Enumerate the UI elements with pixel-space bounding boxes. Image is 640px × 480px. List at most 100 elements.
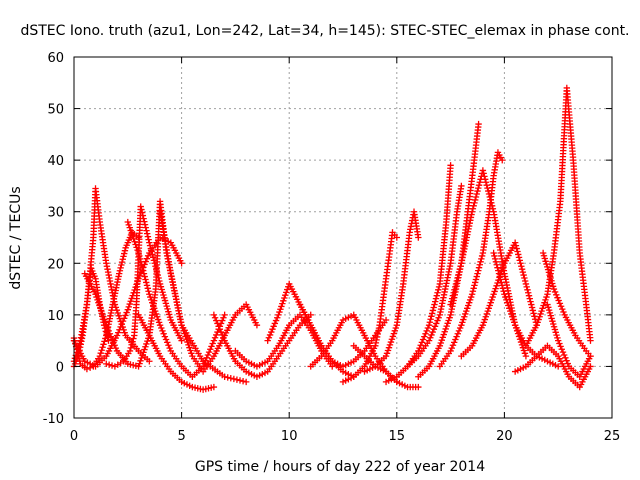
data-point xyxy=(208,343,215,350)
data-point xyxy=(453,333,460,340)
data-point xyxy=(143,340,150,348)
data-point xyxy=(499,285,507,292)
data-point xyxy=(515,251,522,258)
data-point xyxy=(482,179,490,186)
data-point xyxy=(141,218,148,225)
data-point xyxy=(129,232,136,240)
data-point xyxy=(221,311,228,319)
data-point xyxy=(438,336,445,344)
data-point xyxy=(499,265,506,273)
data-point xyxy=(527,298,534,305)
data-point xyxy=(525,292,533,299)
data-point xyxy=(562,354,569,362)
data-point xyxy=(105,337,112,344)
data-point xyxy=(460,316,467,323)
data-point xyxy=(484,184,491,192)
data-point xyxy=(467,293,475,301)
data-point xyxy=(207,346,214,353)
data-point xyxy=(447,347,454,355)
data-point xyxy=(481,176,489,183)
data-point xyxy=(150,302,157,309)
data-point xyxy=(526,295,533,302)
data-point xyxy=(540,302,547,309)
data-point xyxy=(468,291,476,298)
data-point xyxy=(142,224,149,231)
y-tick-label: 20 xyxy=(47,257,64,272)
data-point xyxy=(127,298,134,305)
data-point xyxy=(452,280,460,288)
data-point xyxy=(489,205,497,212)
data-point xyxy=(538,307,545,315)
data-point xyxy=(415,234,422,241)
data-point xyxy=(587,352,594,360)
data-point xyxy=(101,316,108,323)
data-point xyxy=(529,307,537,314)
data-point xyxy=(469,288,477,295)
data-point xyxy=(105,361,113,368)
data-point xyxy=(270,323,277,330)
y-tick-label: 50 xyxy=(47,103,64,118)
data-point xyxy=(211,314,219,321)
data-point xyxy=(154,316,162,323)
data-point xyxy=(488,202,496,210)
data-point xyxy=(444,320,451,327)
data-point xyxy=(153,313,161,320)
data-point xyxy=(121,329,128,336)
data-point xyxy=(383,350,391,357)
data-point xyxy=(142,343,149,350)
data-point xyxy=(393,234,400,241)
data-point xyxy=(505,302,512,309)
data-point xyxy=(512,242,520,249)
data-point xyxy=(95,299,102,306)
data-point xyxy=(217,328,225,336)
data-point xyxy=(429,307,437,314)
data-point xyxy=(425,321,433,329)
data-point xyxy=(220,314,227,321)
data-series xyxy=(382,162,454,386)
data-point xyxy=(448,295,456,302)
data-point xyxy=(186,344,193,351)
data-point xyxy=(491,252,498,260)
data-point xyxy=(125,221,132,229)
data-point xyxy=(115,312,123,319)
data-point xyxy=(165,342,172,349)
data-point xyxy=(239,377,247,385)
y-tick-label: 30 xyxy=(47,206,64,221)
data-point xyxy=(382,316,390,324)
data-point xyxy=(520,271,527,279)
data-point xyxy=(184,338,191,346)
data-point xyxy=(92,291,99,298)
data-point xyxy=(476,179,484,186)
data-point xyxy=(524,286,531,294)
x-tick-label: 0 xyxy=(70,429,78,444)
data-point xyxy=(179,324,186,332)
data-point xyxy=(146,358,153,365)
data-point xyxy=(453,277,460,285)
data-point xyxy=(456,265,464,273)
data-point xyxy=(543,293,550,301)
data-point xyxy=(137,357,144,365)
data-point xyxy=(120,253,127,260)
data-point xyxy=(100,341,107,348)
data-point xyxy=(430,325,438,333)
data-point xyxy=(227,375,234,382)
data-point xyxy=(274,314,281,321)
data-point xyxy=(472,276,480,283)
data-point xyxy=(106,330,114,337)
data-point xyxy=(459,319,466,326)
data-point xyxy=(138,261,145,268)
data-point xyxy=(147,293,154,301)
data-point xyxy=(130,235,137,243)
data-point xyxy=(522,280,530,288)
data-point xyxy=(434,317,441,324)
data-point xyxy=(138,206,145,213)
data-point xyxy=(216,325,224,333)
data-point xyxy=(103,360,110,368)
data-point xyxy=(485,305,492,312)
data-point xyxy=(188,350,195,357)
data-point xyxy=(452,283,459,291)
data-point xyxy=(559,305,566,313)
data-point xyxy=(139,351,146,359)
data-point xyxy=(428,331,435,339)
